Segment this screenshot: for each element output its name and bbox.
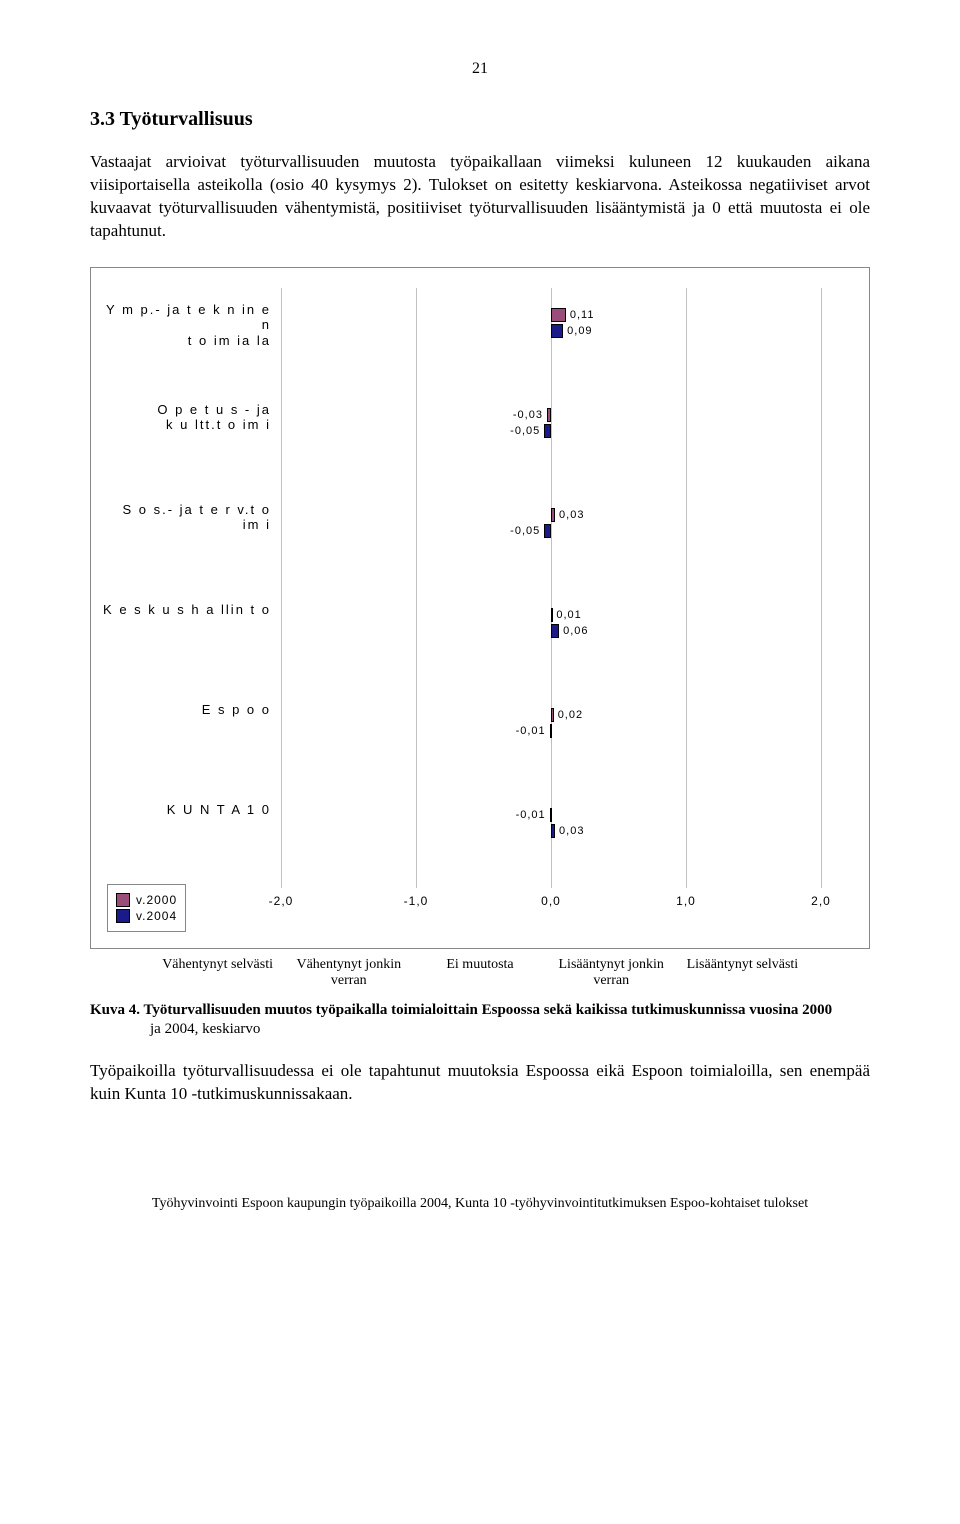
- bar-v2000: [551, 308, 566, 322]
- bar-value-label: -0,05: [510, 525, 540, 537]
- chart-container: 0,110,09-0,03-0,050,03-0,050,010,060,02-…: [90, 267, 870, 949]
- figure-caption: Kuva 4. Työturvallisuuden muutos työpaik…: [90, 1001, 870, 1040]
- legend-item: v.2004: [116, 909, 177, 923]
- bar-v2004: [551, 324, 563, 338]
- bar-v2000: [551, 608, 553, 622]
- chart-legend: v.2000 v.2004: [107, 884, 186, 932]
- bar-v2000: [550, 808, 552, 822]
- category-label: S o s.- ja t e r v.t o im i: [101, 502, 271, 533]
- bar-v2000: [547, 408, 551, 422]
- figure-caption-line1: Kuva 4. Työturvallisuuden muutos työpaik…: [90, 1001, 870, 1021]
- axis-caption: Ei muutosta: [422, 957, 537, 989]
- category-label: Y m p.- ja t e k n in e n t o im ia la: [101, 302, 271, 349]
- x-tick-label: 0,0: [541, 894, 561, 908]
- category-label: O p e t u s - ja k u ltt.t o im i: [101, 402, 271, 433]
- bar-value-label: -0,03: [513, 409, 543, 421]
- legend-item: v.2000: [116, 893, 177, 907]
- page-footer: Työhyvinvointi Espoon kaupungin työpaiko…: [90, 1196, 870, 1212]
- legend-label: v.2000: [136, 893, 177, 907]
- section-heading: 3.3 Työturvallisuus: [90, 108, 870, 131]
- axis-caption: Lisääntynyt jonkin verran: [554, 957, 669, 989]
- category-label: K U N T A 1 0: [101, 802, 271, 818]
- figure-caption-line2: ja 2004, keskiarvo: [90, 1020, 870, 1040]
- bar-v2004: [551, 624, 559, 638]
- bar-value-label: 0,09: [567, 325, 592, 337]
- bar-v2004: [544, 424, 551, 438]
- bar-v2004: [544, 524, 551, 538]
- legend-label: v.2004: [136, 909, 177, 923]
- bar-value-label: 0,01: [556, 609, 581, 621]
- result-paragraph: Työpaikoilla työturvallisuudessa ei ole …: [90, 1060, 870, 1106]
- bar-value-label: -0,05: [510, 425, 540, 437]
- x-tick-label: 2,0: [811, 894, 831, 908]
- axis-caption-row: Vähentynyt selvästi Vähentynyt jonkin ver…: [160, 957, 800, 989]
- gridline: [821, 288, 822, 888]
- x-tick-label: -1,0: [404, 894, 429, 908]
- axis-caption: Lisääntynyt selvästi: [685, 957, 800, 989]
- bar-value-label: 0,02: [558, 709, 583, 721]
- gridline: [416, 288, 417, 888]
- category-label: E s p o o: [101, 702, 271, 718]
- bar-v2000: [551, 708, 554, 722]
- bar-value-label: 0,06: [563, 625, 588, 637]
- bar-v2004: [550, 724, 552, 738]
- chart-plot-area: 0,110,09-0,03-0,050,03-0,050,010,060,02-…: [101, 278, 859, 938]
- gridline: [686, 288, 687, 888]
- x-tick-label: -2,0: [269, 894, 294, 908]
- gridline: [551, 288, 552, 888]
- page-number: 21: [90, 60, 870, 78]
- bar-value-label: -0,01: [516, 809, 546, 821]
- bar-value-label: 0,03: [559, 825, 584, 837]
- intro-paragraph: Vastaajat arvioivat työturvallisuuden mu…: [90, 151, 870, 243]
- bar-v2000: [551, 508, 555, 522]
- axis-caption: Vähentynyt jonkin verran: [291, 957, 406, 989]
- gridline: [281, 288, 282, 888]
- legend-swatch: [116, 909, 130, 923]
- axis-caption: Vähentynyt selvästi: [160, 957, 275, 989]
- bar-value-label: -0,01: [516, 725, 546, 737]
- bar-value-label: 0,11: [570, 309, 595, 321]
- x-tick-label: 1,0: [676, 894, 696, 908]
- bar-v2004: [551, 824, 555, 838]
- category-label: K e s k u s h a llin t o: [101, 602, 271, 618]
- bar-value-label: 0,03: [559, 509, 584, 521]
- legend-swatch: [116, 893, 130, 907]
